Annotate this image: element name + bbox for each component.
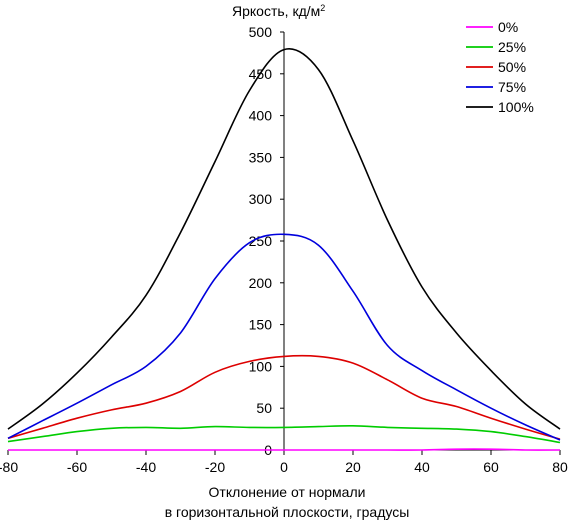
x-axis: -80 -60 -40 -20 0 20 40 60 80 xyxy=(0,449,568,475)
y-tick-label: 400 xyxy=(249,108,273,124)
y-tick-label: 150 xyxy=(249,317,273,333)
series-lines xyxy=(7,48,561,451)
x-axis-title-line1: Отклонение от нормали xyxy=(209,484,366,500)
legend-label: 100% xyxy=(498,99,534,115)
legend-label: 25% xyxy=(498,39,526,55)
y-tick-label: 250 xyxy=(249,233,273,249)
x-tick-label: -80 xyxy=(0,459,18,475)
x-axis-title-line2: в горизонтальной плоскости, градусы xyxy=(165,504,410,520)
x-tick-label: 0 xyxy=(280,459,288,475)
legend-label: 0% xyxy=(498,19,518,35)
y-tick-label: 50 xyxy=(256,400,272,416)
x-tick-label: 20 xyxy=(345,459,361,475)
series-line-0pct xyxy=(7,448,561,451)
legend-label: 75% xyxy=(498,79,526,95)
y-tick-label: 300 xyxy=(249,191,273,207)
y-tick-label: 100 xyxy=(249,358,273,374)
series-line-25pct xyxy=(7,424,561,444)
x-tick-label: 60 xyxy=(483,459,499,475)
x-tick-label: 40 xyxy=(414,459,430,475)
legend-label: 50% xyxy=(498,59,526,75)
series-line-75pct xyxy=(7,233,561,441)
x-tick-label: 80 xyxy=(552,459,568,475)
x-tick-label: -40 xyxy=(136,459,156,475)
y-tick-label: 350 xyxy=(249,149,273,165)
series-line-100pct xyxy=(7,48,561,430)
legend: 0% 25% 50% 75% 100% xyxy=(466,19,534,115)
y-tick-label: 500 xyxy=(249,24,273,40)
x-tick-label: -20 xyxy=(205,459,225,475)
x-tick-label: -60 xyxy=(67,459,87,475)
y-tick-label: 200 xyxy=(249,275,273,291)
series-line-50pct xyxy=(7,354,561,440)
y-axis-title: Яркость, кд/м2 xyxy=(232,3,325,19)
